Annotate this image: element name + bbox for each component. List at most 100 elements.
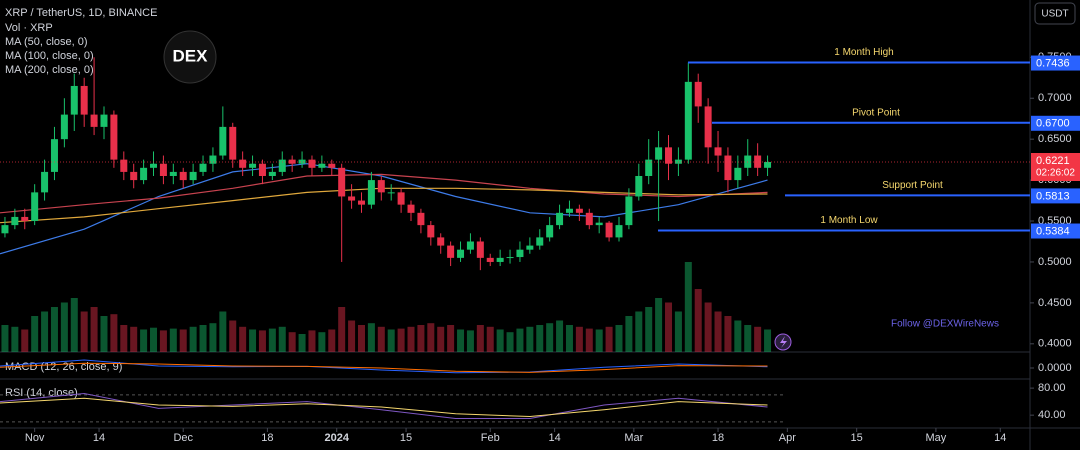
candle-body xyxy=(110,114,118,160)
candle-body xyxy=(120,159,128,172)
candle-body xyxy=(199,163,207,172)
candle-body xyxy=(764,162,772,168)
volume-bar xyxy=(367,323,375,352)
candle-body xyxy=(179,171,187,181)
volume-bar xyxy=(189,326,197,352)
candle-body xyxy=(41,171,49,193)
volume-bar xyxy=(308,330,316,352)
y-tick-label: 0.6500 xyxy=(1038,133,1072,145)
candle-body xyxy=(615,225,623,238)
level-tag xyxy=(1031,223,1080,239)
candle-body xyxy=(140,167,148,181)
candle-body xyxy=(496,257,504,262)
countdown-label: 02:26:02 xyxy=(1036,168,1075,179)
candle-body xyxy=(625,196,633,226)
candle-body xyxy=(159,163,167,176)
volume-bar xyxy=(486,326,494,352)
volume-bar xyxy=(179,329,187,352)
level-name: Pivot Point xyxy=(852,107,900,118)
volume-bar xyxy=(694,289,702,352)
currency-button[interactable] xyxy=(1034,2,1076,25)
candle-body xyxy=(427,225,435,238)
volume-bar xyxy=(110,314,118,352)
watermark: Follow @DEXWireNews xyxy=(891,319,999,330)
candle-body xyxy=(249,163,257,168)
volume-bar xyxy=(447,325,455,352)
candle-body xyxy=(130,171,138,181)
level-name: 1 Month High xyxy=(834,47,893,58)
volume-bar xyxy=(31,316,39,352)
logo-text: DEX xyxy=(173,46,209,65)
level-name: Support Point xyxy=(882,180,943,191)
candle-body xyxy=(476,241,484,258)
candle-body xyxy=(734,167,742,181)
currency-label[interactable]: USDT xyxy=(1041,9,1068,20)
candle-body xyxy=(694,81,702,107)
volume-bar xyxy=(249,329,257,352)
volume-bar xyxy=(21,329,29,352)
volume-bar xyxy=(585,328,593,352)
x-tick-label: 18 xyxy=(261,432,273,444)
volume-bar xyxy=(407,326,415,352)
candle-body xyxy=(605,222,613,238)
candle-body xyxy=(258,163,266,176)
candle-body xyxy=(506,257,514,259)
volume-label: Vol · XRP xyxy=(5,22,53,34)
candle-body xyxy=(50,139,58,172)
volume-bar xyxy=(734,320,742,352)
volume-bar xyxy=(764,329,772,352)
volume-bar xyxy=(427,323,435,352)
volume-bar xyxy=(595,329,603,352)
volume-bar xyxy=(328,329,336,352)
candle-body xyxy=(90,114,98,127)
volume-bar xyxy=(278,326,286,352)
x-tick-label: 14 xyxy=(93,432,105,444)
volume-bar xyxy=(516,328,524,352)
candle-body xyxy=(556,212,564,226)
rsi-line xyxy=(0,397,768,418)
volume-bar xyxy=(476,325,484,352)
volume-bar xyxy=(655,298,663,352)
volume-bar xyxy=(258,330,266,352)
level-value-label: 0.7436 xyxy=(1036,57,1070,69)
volume-bar xyxy=(754,326,762,352)
volume-bar xyxy=(665,302,673,352)
x-tick-label: May xyxy=(926,432,947,444)
volume-bar xyxy=(625,316,633,352)
volume-bar xyxy=(169,328,177,352)
candle-body xyxy=(645,159,653,176)
volume-bar xyxy=(506,332,514,352)
volume-bar xyxy=(714,311,722,352)
rsi-line xyxy=(0,392,768,419)
volume-bar xyxy=(496,329,504,352)
candle-body xyxy=(268,171,276,176)
candle-body xyxy=(70,85,78,115)
candle-body xyxy=(486,257,494,262)
candle-body xyxy=(536,237,544,246)
volume-bar xyxy=(605,326,613,352)
y-tick-label: 0.4500 xyxy=(1038,297,1072,309)
rsi-tick-label: 80.00 xyxy=(1038,382,1066,394)
level-name: 1 Month Low xyxy=(820,215,878,226)
candle-body xyxy=(169,171,177,176)
volume-bar xyxy=(615,325,623,352)
volume-bar xyxy=(437,326,445,352)
candle-body xyxy=(595,222,603,226)
volume-bar xyxy=(457,329,465,352)
y-tick-label: 0.4000 xyxy=(1038,338,1072,350)
x-tick-label: 14 xyxy=(548,432,560,444)
volume-bar xyxy=(150,327,158,352)
candle-body xyxy=(229,126,237,160)
candle-body xyxy=(328,163,336,168)
y-tick-label: 0.7000 xyxy=(1038,92,1072,104)
candle-body xyxy=(298,159,306,164)
level-tag xyxy=(1031,55,1080,71)
candle-body xyxy=(348,196,356,201)
candle-body xyxy=(466,241,474,250)
candle-body xyxy=(397,192,405,205)
candle-body xyxy=(367,180,375,205)
volume-bar xyxy=(348,320,356,352)
candle-body xyxy=(526,245,534,250)
candle-body xyxy=(100,114,108,127)
alert-bolt xyxy=(780,336,787,348)
